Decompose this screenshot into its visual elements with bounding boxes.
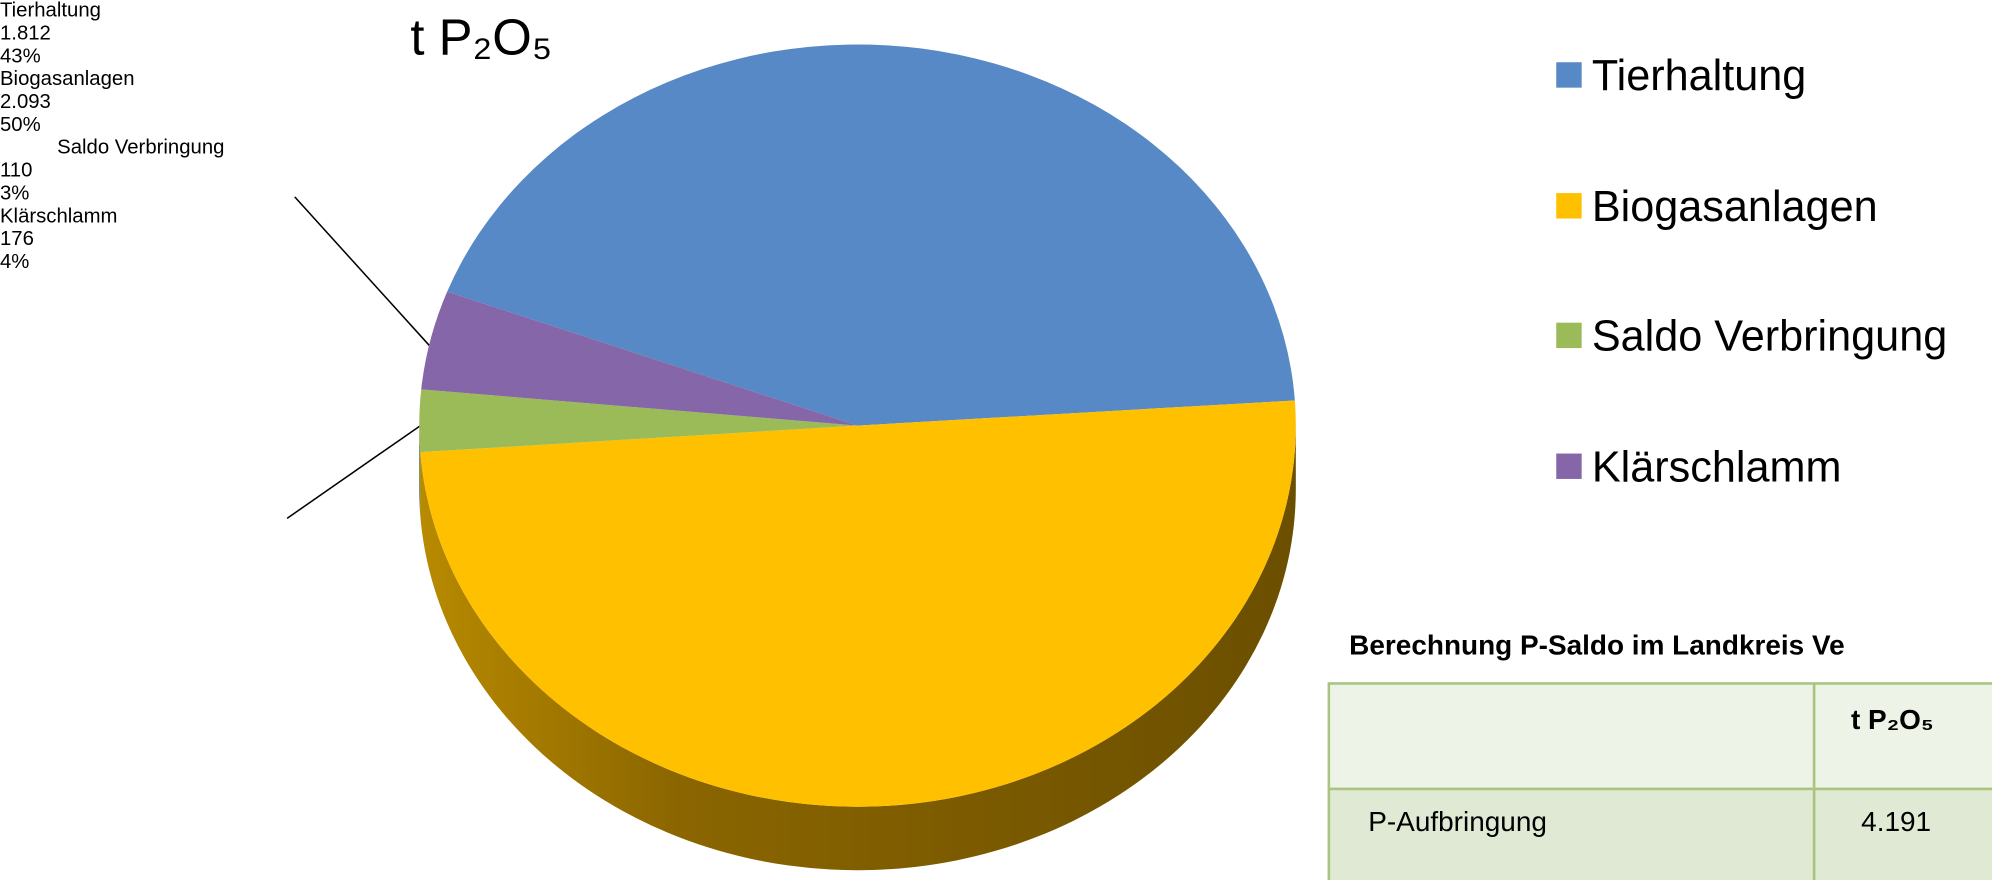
label-name: Klärschlamm <box>0 205 118 228</box>
label-value: 1.812 <box>0 22 51 45</box>
label-value: 110 <box>0 160 33 182</box>
data-label: Tierhaltung 1.812 43% <box>0 0 381 69</box>
legend-item: Biogasanlagen <box>1556 181 1878 232</box>
label-percent: 4% <box>0 251 30 274</box>
slice-side <box>419 425 421 516</box>
leader-line <box>294 196 430 347</box>
label-value: 176 <box>0 228 34 251</box>
legend-item: Klärschlamm <box>1556 441 1841 492</box>
chart-title: t P₂O₅ <box>410 10 553 67</box>
table-cell: 4.191 <box>1812 787 1992 880</box>
pie-slice <box>420 400 1296 807</box>
label-percent: 3% <box>0 182 30 205</box>
slice-side <box>420 425 1296 871</box>
label-value: 2.093 <box>0 91 51 114</box>
table-header-cell: t P₂O₅ <box>1812 682 1992 791</box>
label-percent: 43% <box>0 45 41 68</box>
legend-label: Tierhaltung <box>1591 52 1807 101</box>
legend-swatch <box>1556 62 1582 88</box>
pie-slice <box>419 389 858 453</box>
legend-swatch <box>1556 452 1582 479</box>
legend-item: Tierhaltung <box>1556 51 1806 102</box>
table-cell: P-Aufbringung <box>1327 787 1816 880</box>
pie-slice <box>447 44 1295 426</box>
legend-label: Klärschlamm <box>1591 442 1842 492</box>
legend-swatch <box>1556 192 1582 218</box>
pie-slice <box>421 291 858 426</box>
data-label: Klärschlamm 176 4% <box>0 206 381 275</box>
legend-label: Saldo Verbringung <box>1591 312 1948 361</box>
label-name: Biogasanlagen <box>0 68 135 91</box>
label-name: Tierhaltung <box>0 0 101 22</box>
table-title: Berechnung P-Saldo im Landkreis Ve <box>1349 628 1845 661</box>
leader-line <box>286 424 421 519</box>
label-name: Saldo Verbringung <box>57 137 225 159</box>
legend-swatch <box>1556 322 1582 349</box>
data-label: Saldo Verbringung 110 3% <box>0 137 381 206</box>
table-header-cell <box>1327 682 1816 791</box>
label-percent: 50% <box>0 114 41 136</box>
legend-label: Biogasanlagen <box>1591 182 1878 231</box>
legend-item: Saldo Verbringung <box>1556 311 1947 362</box>
data-label: Biogasanlagen 2.093 50% <box>0 69 381 138</box>
